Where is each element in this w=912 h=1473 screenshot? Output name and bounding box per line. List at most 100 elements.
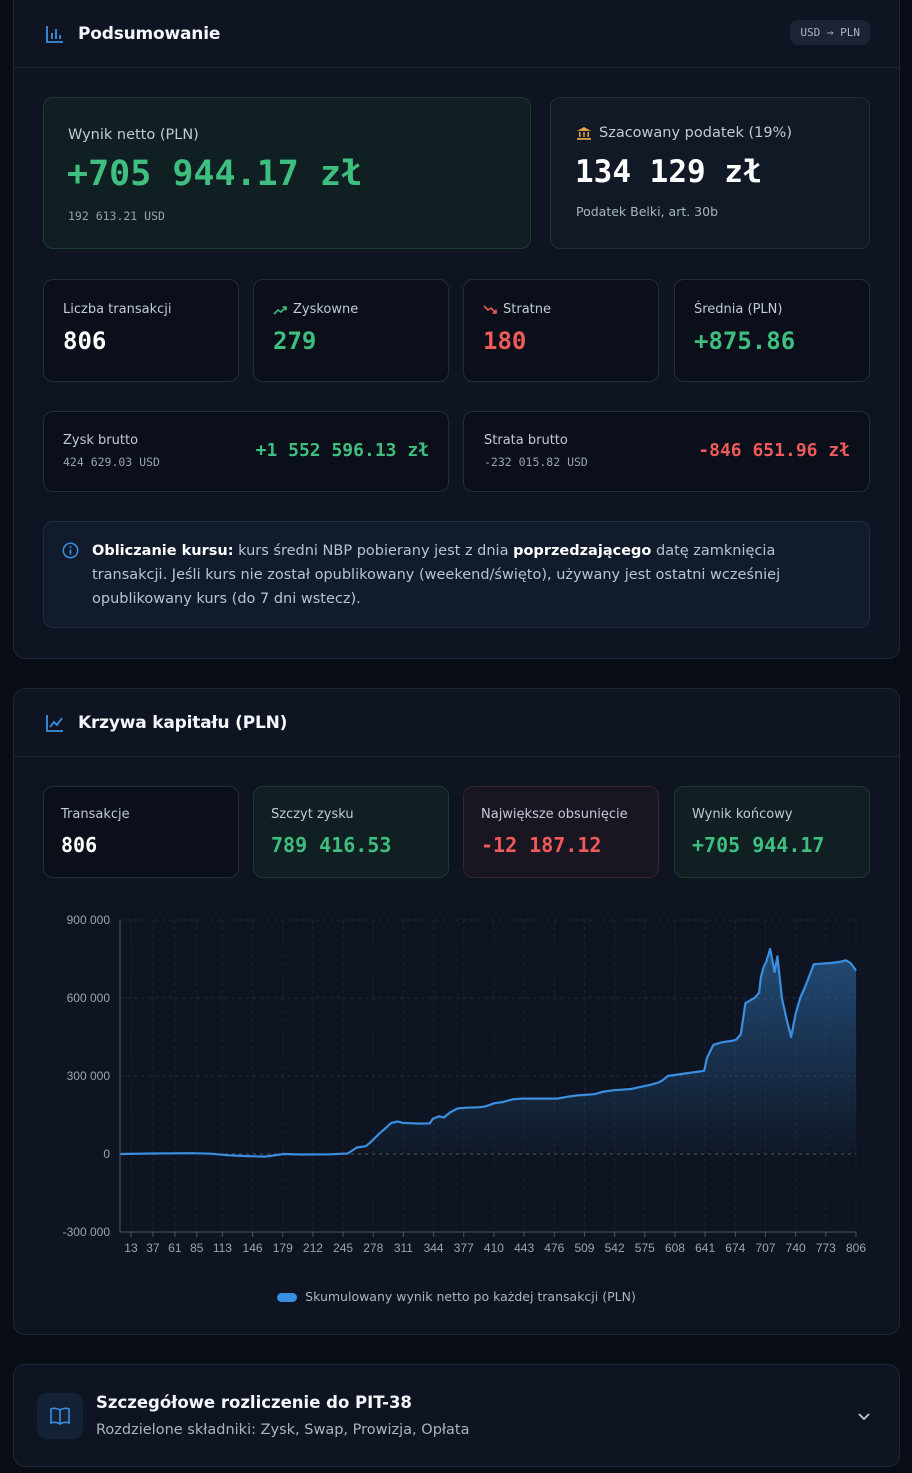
equity-stat-transactions: Transakcje 806 bbox=[43, 786, 239, 878]
series-area bbox=[120, 948, 856, 1157]
x-tick-label: 85 bbox=[190, 1241, 204, 1255]
chart-legend[interactable]: Skumulowany wynik netto po każdej transa… bbox=[14, 1289, 899, 1304]
stat-transactions: Liczba transakcji 806 bbox=[43, 279, 239, 382]
pit38-subtitle: Rozdzielone składniki: Zysk, Swap, Prowi… bbox=[96, 1422, 470, 1438]
stat-value: +875.86 bbox=[694, 327, 796, 355]
stat-value: 806 bbox=[63, 327, 107, 355]
stat-label: Stratne bbox=[503, 302, 551, 317]
summary-card: Podsumowanie USD → PLN Wynik netto (PLN)… bbox=[13, 0, 900, 659]
bar-chart-icon bbox=[44, 23, 66, 45]
tax-box: Szacowany podatek (19%) 134 129 zł Podat… bbox=[550, 97, 870, 249]
stat-label: Wynik końcowy bbox=[692, 807, 793, 822]
info-bold-label: Obliczanie kursu: bbox=[92, 543, 234, 559]
x-tick-label: 146 bbox=[243, 1241, 263, 1255]
x-tick-label: 61 bbox=[168, 1241, 182, 1255]
x-tick-label: 740 bbox=[786, 1241, 806, 1255]
legend-swatch bbox=[277, 1293, 298, 1302]
x-tick-label: 212 bbox=[303, 1241, 323, 1255]
net-result-label: Wynik netto (PLN) bbox=[68, 127, 199, 143]
stat-label-row: Stratne bbox=[483, 302, 551, 317]
summary-title: Podsumowanie bbox=[78, 23, 221, 44]
pit38-card[interactable]: Szczegółowe rozliczenie do PIT-38 Rozdzi… bbox=[13, 1364, 900, 1467]
gross-profit-label: Zysk brutto bbox=[63, 433, 139, 448]
x-tick-label: 575 bbox=[635, 1241, 655, 1255]
info-box: Obliczanie kursu: kurs średni NBP pobier… bbox=[43, 521, 870, 628]
pit38-title: Szczegółowe rozliczenie do PIT-38 bbox=[96, 1393, 412, 1412]
gross-loss-value: -846 651.96 zł bbox=[698, 440, 850, 461]
net-result-box: Wynik netto (PLN) +705 944.17 zł 192 613… bbox=[43, 97, 531, 249]
summary-header: Podsumowanie USD → PLN bbox=[14, 0, 899, 68]
stat-profitable: Zyskowne 279 bbox=[253, 279, 449, 382]
x-tick-label: 377 bbox=[454, 1241, 474, 1255]
equity-card: Krzywa kapitału (PLN) Transakcje 806 Szc… bbox=[13, 688, 900, 1335]
net-result-value: +705 944.17 zł bbox=[67, 154, 363, 194]
gross-loss-label: Strata brutto bbox=[484, 433, 568, 448]
trend-down-icon bbox=[483, 304, 498, 316]
y-tick-label: 0 bbox=[103, 1147, 110, 1161]
x-tick-label: 608 bbox=[665, 1241, 685, 1255]
stat-value: 279 bbox=[273, 327, 317, 355]
x-tick-label: 410 bbox=[484, 1241, 504, 1255]
equity-stat-final: Wynik końcowy +705 944.17 bbox=[674, 786, 870, 878]
y-tick-label: 900 000 bbox=[67, 913, 111, 927]
gross-loss-usd: -232 015.82 USD bbox=[484, 455, 588, 469]
gross-profit-usd: 424 629.03 USD bbox=[63, 455, 160, 469]
equity-stat-peak: Szczyt zysku 789 416.53 bbox=[253, 786, 449, 878]
x-tick-label: 542 bbox=[605, 1241, 625, 1255]
x-tick-label: 344 bbox=[424, 1241, 444, 1255]
x-tick-label: 707 bbox=[755, 1241, 775, 1255]
stat-label: Szczyt zysku bbox=[271, 807, 354, 822]
info-text: Obliczanie kursu: kurs średni NBP pobier… bbox=[92, 539, 854, 611]
stat-label: Transakcje bbox=[61, 807, 130, 822]
info-text-1: kurs średni NBP pobierany jest z dnia bbox=[233, 543, 514, 559]
x-tick-label: 37 bbox=[146, 1241, 160, 1255]
currency-badge: USD → PLN bbox=[790, 20, 870, 45]
stat-average: Średnia (PLN) +875.86 bbox=[674, 279, 870, 382]
tax-label: Szacowany podatek (19%) bbox=[599, 125, 792, 141]
tax-note: Podatek Belki, art. 30b bbox=[576, 204, 719, 219]
stat-label: Średnia (PLN) bbox=[694, 302, 783, 317]
stat-label: Liczba transakcji bbox=[63, 302, 172, 317]
stat-value: 180 bbox=[483, 327, 527, 355]
x-tick-label: 443 bbox=[514, 1241, 534, 1255]
gross-profit-value: +1 552 596.13 zł bbox=[255, 440, 429, 461]
x-tick-label: 476 bbox=[544, 1241, 564, 1255]
net-result-usd: 192 613.21 USD bbox=[68, 209, 165, 223]
series-line bbox=[119, 947, 857, 1158]
stat-value: 789 416.53 bbox=[271, 833, 392, 857]
tax-value: 134 129 zł bbox=[575, 154, 762, 190]
stat-label: Największe obsunięcie bbox=[481, 807, 628, 822]
x-tick-label: 773 bbox=[816, 1241, 836, 1255]
x-tick-label: 674 bbox=[725, 1241, 745, 1255]
trend-up-icon bbox=[273, 304, 288, 316]
bank-icon bbox=[576, 125, 592, 141]
book-icon bbox=[49, 1406, 71, 1426]
info-bold-word: poprzedzającego bbox=[513, 543, 652, 559]
gross-profit-box: Zysk brutto 424 629.03 USD +1 552 596.13… bbox=[43, 411, 449, 492]
x-tick-label: 806 bbox=[846, 1241, 866, 1255]
x-tick-label: 113 bbox=[213, 1241, 232, 1255]
legend-label: Skumulowany wynik netto po każdej transa… bbox=[305, 1289, 636, 1304]
y-tick-label: 300 000 bbox=[67, 1069, 111, 1083]
x-tick-label: 509 bbox=[574, 1241, 594, 1255]
x-tick-label: 641 bbox=[695, 1241, 715, 1255]
info-text-2: datę zamknięcia transakcji. Jeśli kurs n… bbox=[92, 543, 781, 607]
gross-loss-box: Strata brutto -232 015.82 USD -846 651.9… bbox=[463, 411, 870, 492]
x-tick-label: 179 bbox=[273, 1241, 293, 1255]
book-icon-wrapper bbox=[37, 1393, 83, 1439]
equity-header: Krzywa kapitału (PLN) bbox=[14, 689, 899, 757]
stat-value: +705 944.17 bbox=[692, 833, 825, 857]
y-tick-label: -300 000 bbox=[63, 1225, 111, 1239]
chevron-down-icon[interactable] bbox=[856, 1408, 872, 1424]
x-tick-label: 311 bbox=[394, 1241, 413, 1255]
stat-losing: Stratne 180 bbox=[463, 279, 659, 382]
equity-chart: -300 000 0 300 000 600 000 900 000 13 37 61 85 11… bbox=[63, 913, 867, 1255]
stat-label: Zyskowne bbox=[293, 302, 359, 317]
equity-stat-drawdown: Największe obsunięcie -12 187.12 bbox=[463, 786, 659, 878]
info-icon bbox=[62, 542, 79, 559]
stat-value: 806 bbox=[61, 833, 98, 857]
stat-value: -12 187.12 bbox=[481, 833, 602, 857]
line-chart-icon bbox=[44, 712, 66, 734]
y-tick-label: 600 000 bbox=[67, 991, 111, 1005]
x-tick-label: 278 bbox=[363, 1241, 383, 1255]
